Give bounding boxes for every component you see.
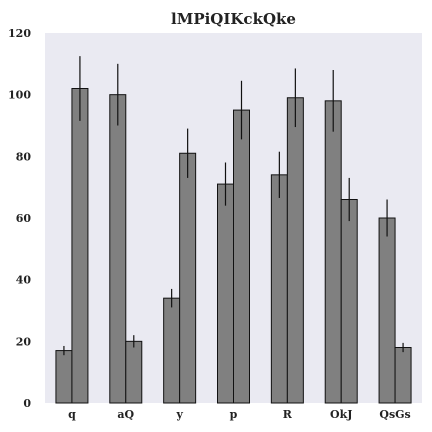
y-tick-label: 100 [8, 89, 31, 102]
chart-title: lMPiQIKckQke [171, 10, 296, 28]
x-axis-ticks: q aQ y p R OkJ QsGs [68, 408, 411, 421]
bar-series-1 [378, 217, 396, 404]
y-tick-label: 120 [8, 27, 31, 40]
bar-series-group [55, 88, 412, 404]
bar-series-2 [179, 152, 197, 404]
bar-series-1 [163, 297, 181, 404]
bar-series-2 [394, 347, 412, 404]
x-tick-label: q [68, 408, 76, 421]
y-tick-label: 80 [16, 150, 32, 163]
x-tick-label: QsGs [379, 408, 410, 421]
y-axis-ticks: 0 20 40 60 80 100 120 [8, 27, 31, 410]
x-tick-label: aQ [117, 408, 134, 421]
bar-series-1 [324, 100, 342, 404]
bar-series-2 [125, 340, 143, 404]
bar-series-1 [270, 174, 288, 404]
error-bar-group [63, 56, 404, 356]
bar-series-1 [109, 94, 127, 404]
bar-series-2 [71, 88, 89, 404]
x-tick-label: p [230, 408, 238, 421]
bar-series-1 [55, 350, 73, 404]
y-tick-label: 20 [16, 335, 32, 348]
bar-series-2 [233, 109, 250, 404]
bar-series-2 [286, 97, 304, 404]
bar-series-1 [217, 183, 234, 404]
x-tick-label: OkJ [330, 408, 352, 421]
y-tick-label: 60 [16, 212, 32, 225]
y-tick-label: 0 [23, 397, 31, 410]
x-tick-label: R [283, 408, 293, 421]
x-tick-label: y [175, 408, 183, 421]
y-tick-label: 40 [16, 274, 32, 287]
bar-series-2 [340, 199, 358, 404]
